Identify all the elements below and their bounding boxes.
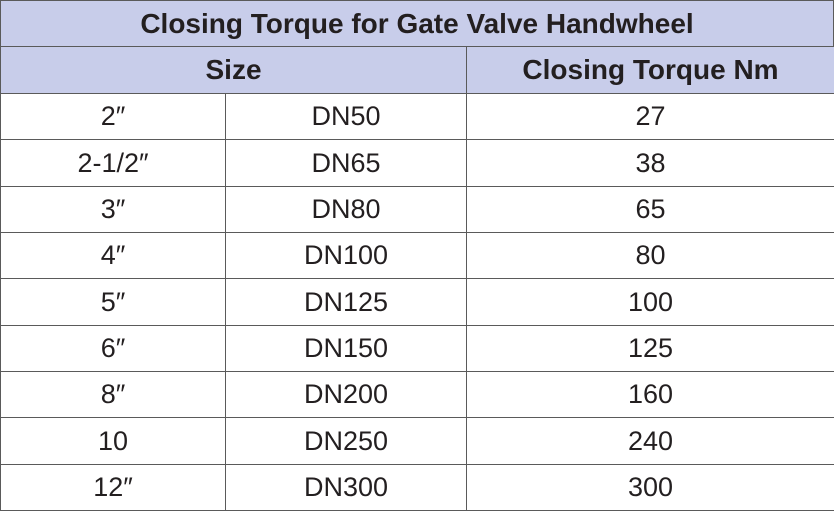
size-inch: 8″ bbox=[0, 371, 226, 418]
column-header: Size bbox=[0, 46, 467, 94]
torque: 125 bbox=[466, 325, 834, 372]
size-dn: DN150 bbox=[225, 325, 467, 372]
column-header: Closing Torque Nm bbox=[466, 46, 834, 94]
size-inch: 2″ bbox=[0, 93, 226, 140]
torque: 38 bbox=[466, 139, 834, 187]
size-dn: DN50 bbox=[225, 93, 467, 140]
size-dn: DN65 bbox=[225, 139, 467, 187]
torque: 27 bbox=[466, 93, 834, 140]
size-inch: 6″ bbox=[0, 325, 226, 372]
size-inch: 10 bbox=[0, 417, 226, 465]
size-inch: 4″ bbox=[0, 232, 226, 279]
size-inch: 12″ bbox=[0, 464, 226, 511]
torque: 240 bbox=[466, 417, 834, 465]
size-dn: DN125 bbox=[225, 278, 467, 326]
torque: 160 bbox=[466, 371, 834, 418]
torque: 80 bbox=[466, 232, 834, 279]
torque: 65 bbox=[466, 186, 834, 233]
size-dn: DN200 bbox=[225, 371, 467, 418]
size-dn: DN300 bbox=[225, 464, 467, 511]
size-dn: DN100 bbox=[225, 232, 467, 279]
table-title: Closing Torque for Gate Valve Handwheel bbox=[0, 0, 834, 47]
size-inch: 5″ bbox=[0, 278, 226, 326]
size-dn: DN250 bbox=[225, 417, 467, 465]
torque: 100 bbox=[466, 278, 834, 326]
size-inch: 3″ bbox=[0, 186, 226, 233]
torque: 300 bbox=[466, 464, 834, 511]
size-dn: DN80 bbox=[225, 186, 467, 233]
size-inch: 2-1/2″ bbox=[0, 139, 226, 187]
